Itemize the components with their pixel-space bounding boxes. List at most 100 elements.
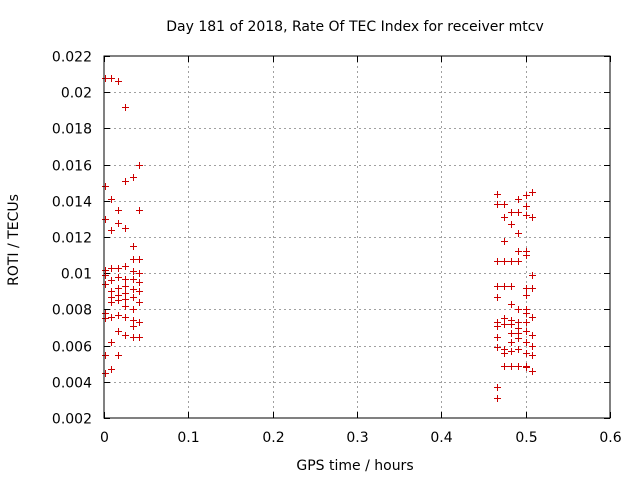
data-point xyxy=(494,395,501,402)
data-point xyxy=(501,363,508,370)
data-point xyxy=(523,350,530,357)
x-tick-label: 0.3 xyxy=(346,430,368,446)
y-tick-label: 0.002 xyxy=(52,412,92,428)
data-point xyxy=(130,276,137,283)
data-point xyxy=(115,297,122,304)
data-point xyxy=(529,332,536,339)
data-point xyxy=(136,288,143,295)
data-point xyxy=(115,352,122,359)
data-point xyxy=(494,334,501,341)
data-point xyxy=(494,344,501,351)
data-point xyxy=(529,368,536,375)
data-point xyxy=(501,321,508,328)
data-point xyxy=(529,285,536,292)
data-point xyxy=(494,201,501,208)
data-point xyxy=(529,189,536,196)
data-point xyxy=(523,192,530,199)
data-point xyxy=(501,315,508,322)
data-point xyxy=(102,272,109,279)
data-point xyxy=(108,75,115,82)
data-point xyxy=(115,285,122,292)
data-point xyxy=(508,363,515,370)
data-point xyxy=(515,306,522,313)
data-point xyxy=(130,286,137,293)
data-point xyxy=(523,212,530,219)
y-tick-label: 0.022 xyxy=(52,50,92,66)
data-point xyxy=(122,303,129,310)
data-point xyxy=(108,196,115,203)
data-point xyxy=(108,366,115,373)
data-point xyxy=(130,243,137,250)
y-tick-label: 0.004 xyxy=(52,376,92,392)
data-point xyxy=(508,321,515,328)
data-point xyxy=(102,315,109,322)
data-point xyxy=(501,214,508,221)
data-point xyxy=(102,216,109,223)
data-point xyxy=(494,384,501,391)
data-point xyxy=(529,314,536,321)
data-point xyxy=(115,312,122,319)
data-point xyxy=(515,363,522,370)
data-point xyxy=(108,299,115,306)
x-axis-title: GPS time / hours xyxy=(296,458,413,474)
data-point xyxy=(523,292,530,299)
x-tick-labels: 0 0.1 0.2 0.3 0.4 0.5 0.6 xyxy=(100,430,622,446)
data-point xyxy=(501,283,508,290)
data-point xyxy=(108,227,115,234)
data-point xyxy=(130,323,137,330)
data-point xyxy=(515,209,522,216)
data-point xyxy=(102,75,109,82)
data-point xyxy=(529,272,536,279)
data-point xyxy=(523,203,530,210)
data-point xyxy=(136,256,143,263)
data-point xyxy=(523,364,530,371)
data-point xyxy=(515,258,522,265)
data-point xyxy=(122,104,129,111)
data-point xyxy=(122,314,129,321)
data-point xyxy=(501,238,508,245)
data-point xyxy=(494,323,501,330)
data-point xyxy=(122,296,129,303)
data-point xyxy=(108,265,115,272)
data-point xyxy=(523,319,530,326)
x-tick-label: 0 xyxy=(100,430,109,446)
data-point xyxy=(122,178,129,185)
data-point xyxy=(501,350,508,357)
data-point xyxy=(115,265,122,272)
data-point xyxy=(130,174,137,181)
data-point xyxy=(529,352,536,359)
x-tick-label: 0.1 xyxy=(177,430,199,446)
data-point xyxy=(102,281,109,288)
data-point xyxy=(494,258,501,265)
data-point xyxy=(494,191,501,198)
data-point xyxy=(108,314,115,321)
data-point xyxy=(115,220,122,227)
x-tick-label: 0.6 xyxy=(599,430,621,446)
data-point xyxy=(122,225,129,232)
y-tick-label: 0.006 xyxy=(52,340,92,356)
data-point xyxy=(115,207,122,214)
data-point xyxy=(136,299,143,306)
plot-frame xyxy=(103,55,611,419)
data-point xyxy=(508,258,515,265)
data-point xyxy=(529,343,536,350)
data-point xyxy=(523,285,530,292)
data-point xyxy=(136,162,143,169)
data-point xyxy=(494,283,501,290)
y-tick-label: 0.018 xyxy=(52,122,92,138)
x-tick-label: 0.5 xyxy=(515,430,537,446)
data-point xyxy=(501,258,508,265)
data-point xyxy=(508,221,515,228)
data-point xyxy=(508,330,515,337)
data-point xyxy=(115,274,122,281)
data-points xyxy=(102,75,536,402)
data-point xyxy=(508,348,515,355)
data-point xyxy=(508,283,515,290)
data-point xyxy=(122,290,129,297)
data-point xyxy=(130,256,137,263)
data-point xyxy=(515,230,522,237)
y-tick-label: 0.008 xyxy=(52,303,92,319)
data-point xyxy=(494,294,501,301)
data-point xyxy=(108,277,115,284)
